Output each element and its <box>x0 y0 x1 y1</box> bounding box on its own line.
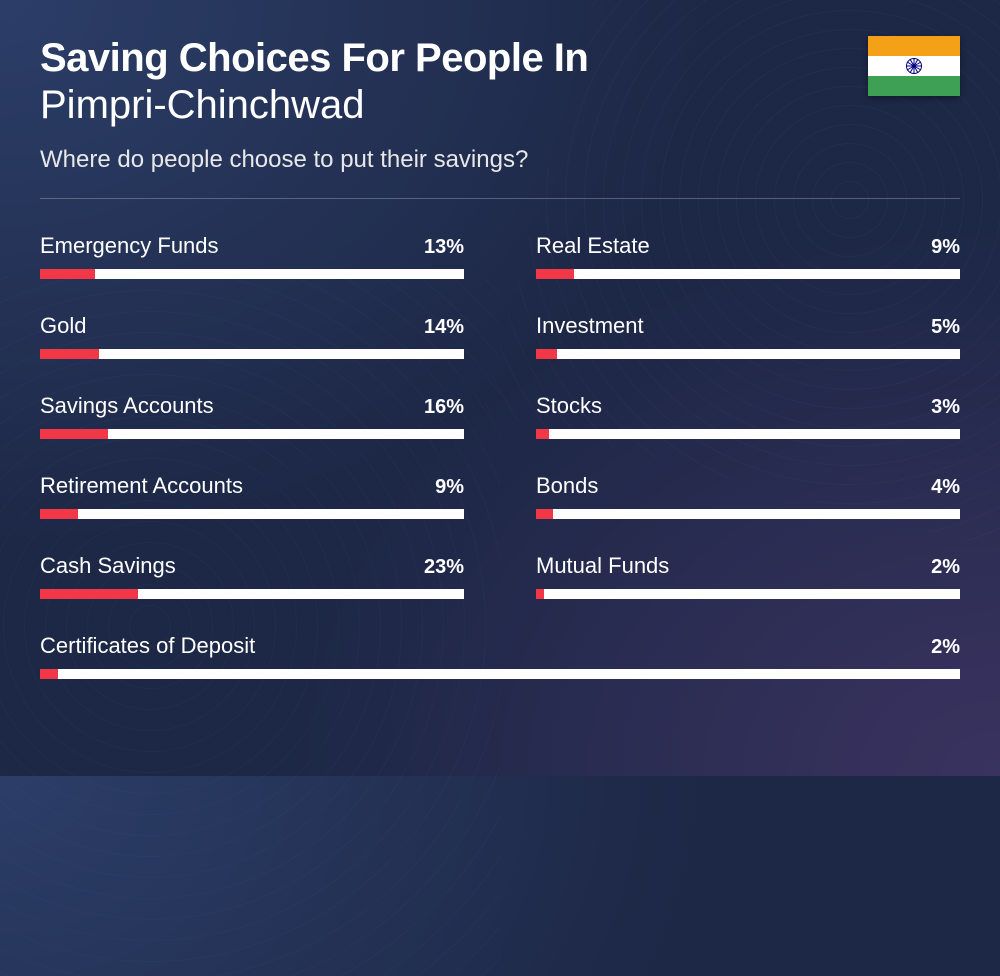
title-line2: Pimpri-Chinchwad <box>40 83 960 128</box>
india-flag-icon <box>868 36 960 96</box>
bar-item: Savings Accounts 16% <box>40 393 464 439</box>
bar-label: Investment <box>536 313 644 339</box>
bar-track <box>40 589 464 599</box>
bar-label: Emergency Funds <box>40 233 219 259</box>
bar-percent: 2% <box>931 556 960 579</box>
bar-fill <box>40 669 58 679</box>
subtitle: Where do people choose to put their savi… <box>40 146 960 174</box>
bar-percent: 14% <box>424 316 464 339</box>
divider <box>40 198 960 199</box>
bar-percent: 3% <box>931 396 960 419</box>
bar-item: Mutual Funds 2% <box>536 553 960 599</box>
bar-item: Certificates of Deposit 2% <box>40 633 960 679</box>
bar-track <box>40 269 464 279</box>
bar-label: Real Estate <box>536 233 650 259</box>
bar-percent: 5% <box>931 316 960 339</box>
bar-fill <box>40 589 138 599</box>
bar-percent: 23% <box>424 556 464 579</box>
bar-percent: 16% <box>424 396 464 419</box>
bar-track <box>40 349 464 359</box>
bar-item: Investment 5% <box>536 313 960 359</box>
bar-label: Gold <box>40 313 86 339</box>
bar-percent: 9% <box>435 476 464 499</box>
flag-stripe-white <box>868 56 960 76</box>
bar-item: Retirement Accounts 9% <box>40 473 464 519</box>
bar-label: Savings Accounts <box>40 393 214 419</box>
bar-percent: 9% <box>931 236 960 259</box>
flag-stripe-saffron <box>868 36 960 56</box>
bar-track <box>536 269 960 279</box>
bar-label: Bonds <box>536 473 598 499</box>
bar-track <box>536 429 960 439</box>
bar-item: Emergency Funds 13% <box>40 233 464 279</box>
title-line1: Saving Choices For People In <box>40 36 960 81</box>
bar-label: Certificates of Deposit <box>40 633 255 659</box>
bar-item: Bonds 4% <box>536 473 960 519</box>
bar-label: Retirement Accounts <box>40 473 243 499</box>
bar-fill <box>536 429 549 439</box>
bar-label: Stocks <box>536 393 602 419</box>
bar-fill <box>536 589 544 599</box>
bar-track <box>536 589 960 599</box>
bar-track <box>40 509 464 519</box>
bar-fill <box>40 349 99 359</box>
bar-fill <box>536 509 553 519</box>
flag-stripe-green <box>868 76 960 96</box>
bars-grid: Emergency Funds 13% Real Estate 9% Gold 14% In… <box>40 233 960 679</box>
bar-fill <box>40 509 78 519</box>
header: Saving Choices For People In Pimpri-Chin… <box>40 36 960 199</box>
bar-item: Cash Savings 23% <box>40 553 464 599</box>
bar-item: Gold 14% <box>40 313 464 359</box>
bar-track <box>536 349 960 359</box>
bar-percent: 13% <box>424 236 464 259</box>
bar-percent: 4% <box>931 476 960 499</box>
ashoka-chakra-icon <box>906 58 922 74</box>
bar-track <box>40 429 464 439</box>
bar-label: Cash Savings <box>40 553 176 579</box>
bar-fill <box>40 429 108 439</box>
bar-percent: 2% <box>931 636 960 659</box>
bar-track <box>40 669 960 679</box>
bar-fill <box>536 269 574 279</box>
bar-item: Stocks 3% <box>536 393 960 439</box>
bar-label: Mutual Funds <box>536 553 669 579</box>
bar-fill <box>40 269 95 279</box>
bar-track <box>536 509 960 519</box>
bar-item: Real Estate 9% <box>536 233 960 279</box>
bar-fill <box>536 349 557 359</box>
